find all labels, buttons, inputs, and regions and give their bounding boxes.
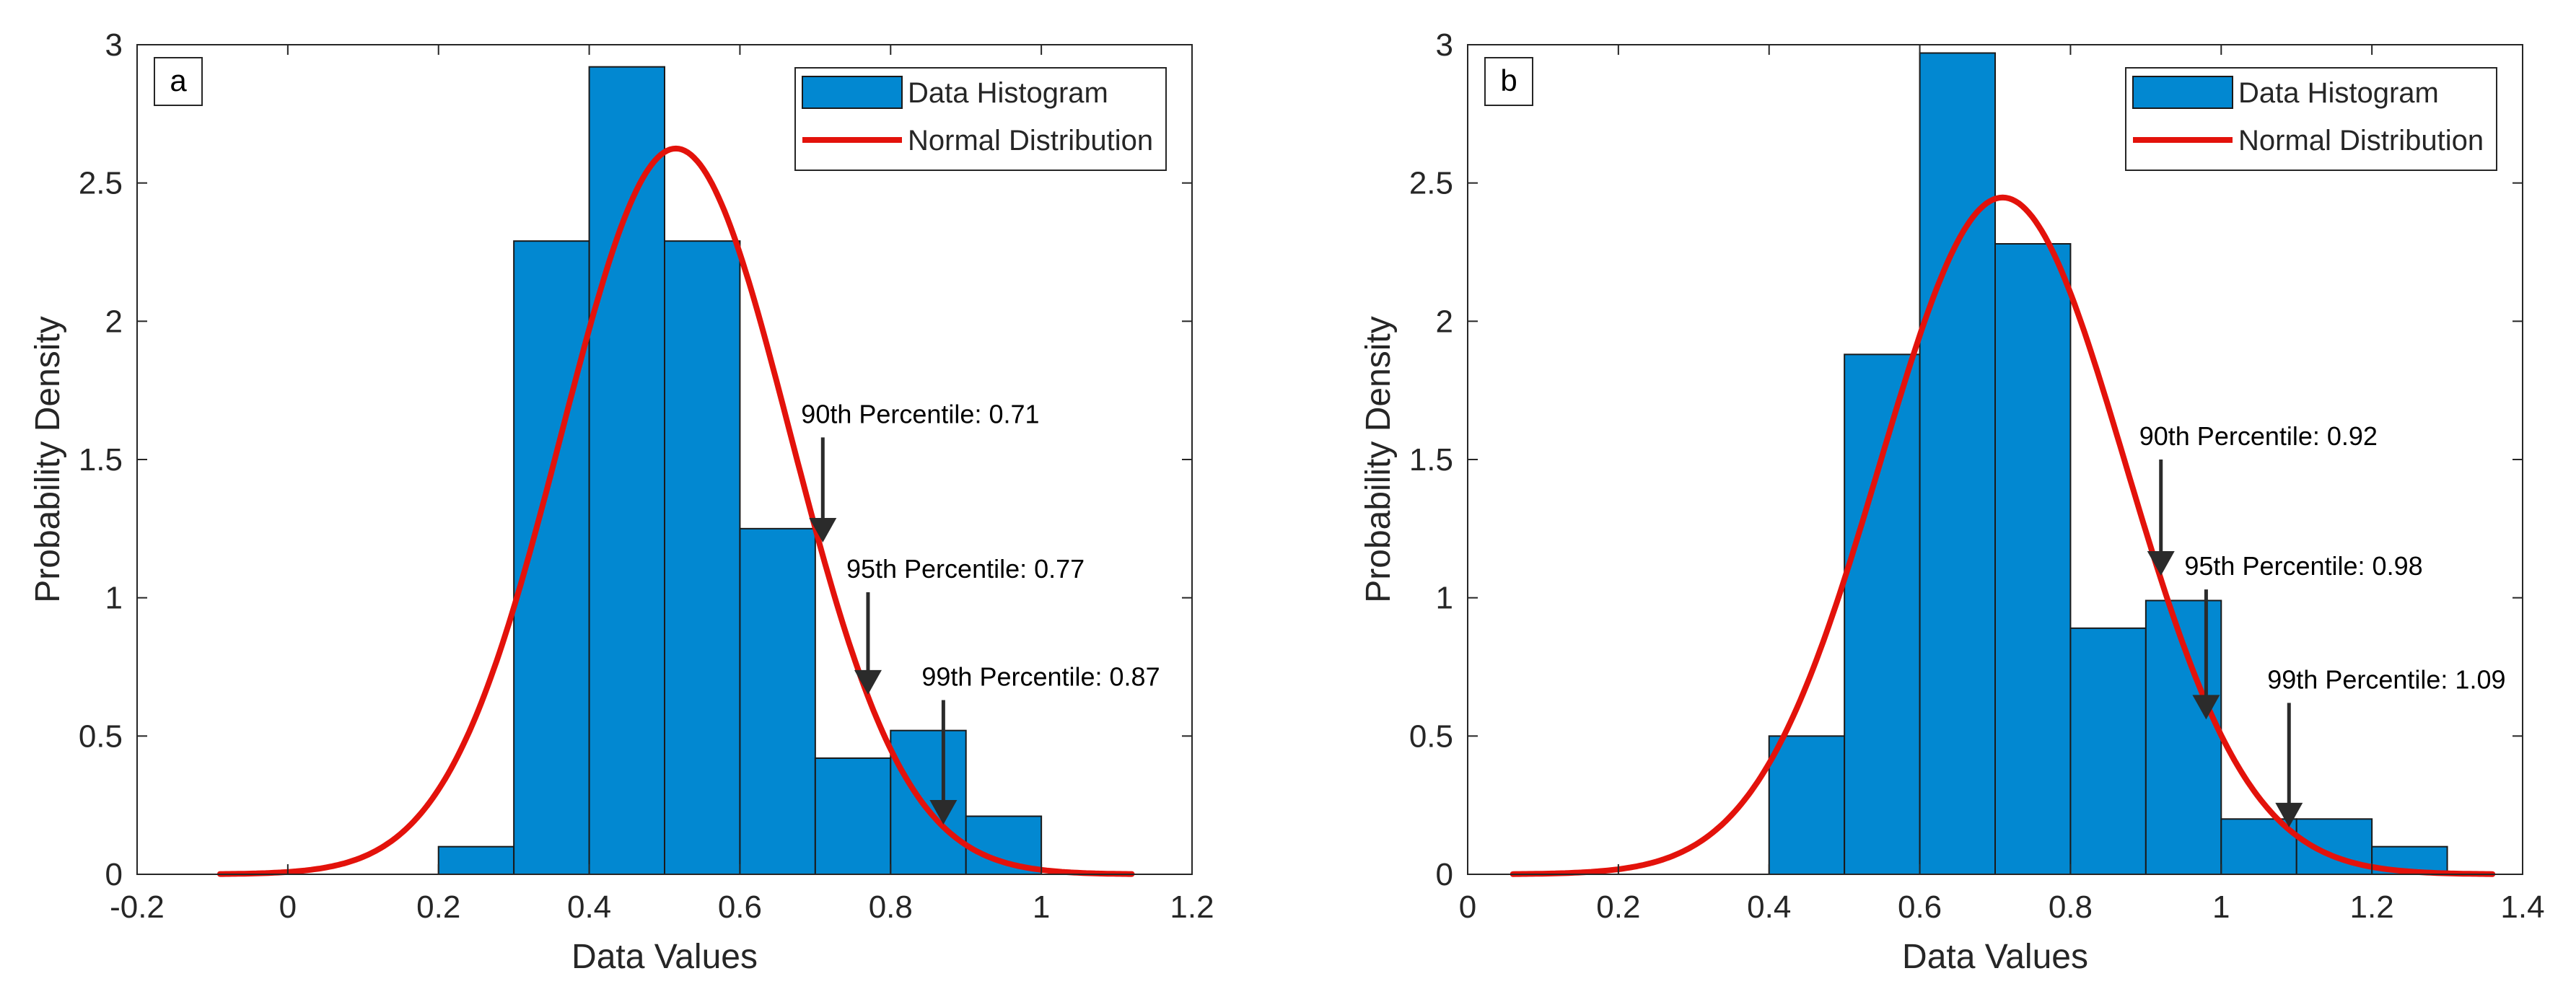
x-tick-label: 0.6	[1898, 889, 1942, 925]
percentile-annotation-label: 90th Percentile: 0.92	[2139, 421, 2378, 451]
x-tick-label: 0.8	[869, 889, 913, 925]
legend-histogram-swatch	[802, 76, 903, 109]
x-tick-label: 0.4	[1747, 889, 1791, 925]
legend-histogram-label: Data Histogram	[908, 77, 1108, 109]
panel-tag-label: a	[170, 63, 187, 97]
y-tick-label: 3	[1436, 27, 1453, 63]
percentile-arrow-head	[2192, 695, 2220, 720]
histogram-bar	[513, 240, 590, 875]
percentile-annotation-label: 99th Percentile: 0.87	[921, 662, 1160, 692]
x-tick-label: 0.8	[2049, 889, 2093, 925]
histogram-bar	[1844, 353, 1921, 876]
y-tick-label: 2.5	[1409, 166, 1453, 201]
histogram-bar	[814, 757, 892, 875]
normal-distribution-curve	[1510, 194, 2496, 877]
x-tick-label: 1	[1033, 889, 1050, 925]
y-tick-label: 1	[105, 581, 123, 616]
x-tick-label: -0.2	[110, 889, 165, 925]
y-tick-label: 2	[105, 304, 123, 339]
histogram-bar	[1768, 735, 1846, 875]
normal-distribution-curve	[216, 145, 1135, 877]
legend-histogram-label: Data Histogram	[2238, 77, 2439, 109]
histogram-bar	[1919, 52, 1997, 875]
x-tick-label: 1.2	[2350, 889, 2394, 925]
panel-tag-label: b	[1500, 63, 1517, 97]
y-tick-label: 2	[1436, 304, 1453, 339]
percentile-arrow-head	[809, 518, 837, 542]
x-axis-title: Data Values	[1902, 938, 2088, 976]
chart-panel-b: 0 0.2 0.4 0.6 0.8 1 1.2 1.4 0 0.5 1 1.5 2 2.5 3 Data Va…	[1359, 27, 2545, 976]
x-tick-label: 1.2	[1170, 889, 1214, 925]
x-tick-label: 0	[279, 889, 297, 925]
histogram-bar	[437, 845, 515, 875]
percentile-annotation-label: 95th Percentile: 0.98	[2184, 551, 2422, 581]
y-tick-label: 3	[105, 27, 123, 63]
percentile-annotation-label: 90th Percentile: 0.71	[801, 399, 1039, 428]
x-tick-label: 0	[1459, 889, 1476, 925]
y-axis-title: Probability Density	[29, 316, 67, 603]
x-tick-label: 0.2	[416, 889, 460, 925]
histogram-bar	[739, 527, 816, 875]
percentile-annotation-label: 95th Percentile: 0.77	[846, 554, 1085, 584]
panel-tag-box	[154, 57, 203, 106]
x-tick-label: 0.6	[718, 889, 762, 925]
y-tick-label: 1.5	[1409, 442, 1453, 478]
percentile-annotation-label: 99th Percentile: 1.09	[2267, 664, 2505, 694]
legend-curve-label: Normal Distribution	[908, 125, 1153, 157]
x-tick-label: 1.4	[2500, 889, 2544, 925]
percentile-arrow-head	[854, 669, 882, 695]
percentile-arrow-head	[929, 800, 958, 825]
y-tick-label: 1	[1436, 581, 1453, 616]
y-tick-label: 0.5	[79, 718, 123, 754]
x-axis-title: Data Values	[571, 938, 758, 976]
panel-tag-box	[1484, 57, 1533, 106]
y-tick-label: 0	[1436, 857, 1453, 892]
x-tick-label: 0.4	[567, 889, 611, 925]
y-tick-label: 0	[105, 857, 123, 892]
x-tick-label: 0.2	[1596, 889, 1640, 925]
legend-curve-label: Normal Distribution	[2238, 125, 2484, 157]
percentile-arrow-head	[2147, 551, 2175, 576]
histogram-bar	[1994, 243, 2072, 875]
histogram-bar	[664, 240, 741, 875]
histogram-bar	[2069, 627, 2147, 875]
y-tick-label: 0.5	[1409, 718, 1453, 754]
percentile-arrow-head	[2275, 802, 2303, 827]
x-tick-label: 1	[2212, 889, 2230, 925]
y-axis-title: Probability Density	[1359, 316, 1398, 603]
legend-histogram-swatch	[2132, 76, 2233, 109]
y-tick-label: 2.5	[79, 166, 123, 201]
y-tick-label: 1.5	[79, 442, 123, 478]
histogram-bar	[588, 66, 665, 876]
